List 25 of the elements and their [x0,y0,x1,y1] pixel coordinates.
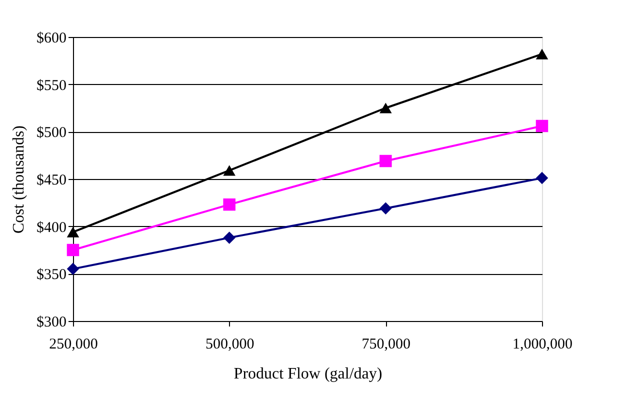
y-tick-label: $400 [36,220,66,236]
x-tick-label: 1,000,000 [512,336,572,352]
x-tick-label: 750,000 [362,336,411,352]
point [536,172,548,184]
point [223,165,236,176]
y-tick-label: $550 [36,78,66,94]
point [536,120,548,132]
point [380,102,392,114]
point [223,232,236,244]
x-tick-label: 500,000 [205,336,254,352]
x-axis-title: Product Flow (gal/day) [234,366,382,382]
point [536,48,548,60]
y-tick-label: $300 [36,314,66,330]
point [66,262,80,276]
y-tick-label: $500 [36,125,66,142]
point [223,198,236,211]
point [380,154,392,168]
y-tick-label: $350 [36,267,66,284]
point [66,244,80,256]
point [66,226,80,238]
y-tick-label: $450 [36,172,66,188]
y-axis-title: Cost (thousands) [10,126,28,234]
x-tick-label: 250,000 [49,336,98,352]
point [380,202,392,214]
y-tick-label: $600 [36,30,66,46]
